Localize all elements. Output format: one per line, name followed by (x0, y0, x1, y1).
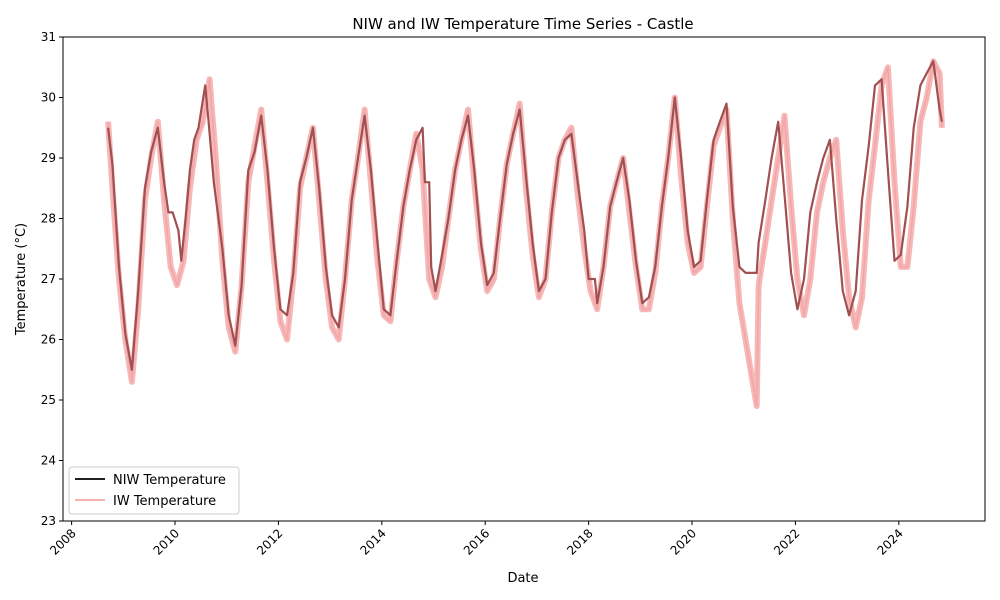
x-tick-label: 2024 (874, 526, 905, 557)
x-axis-ticks: 2008 2010 2012 2014 2016 2018 2020 2022 2024 (47, 521, 906, 558)
legend-box (68, 466, 240, 515)
x-axis-label: Date (507, 571, 538, 586)
x-tick-label: 2020 (668, 526, 699, 557)
x-tick-label: 2022 (771, 526, 802, 557)
legend: NIW Temperature IW Temperature (68, 466, 240, 515)
x-tick-label: 2014 (357, 526, 388, 557)
y-tick-label: 24 (41, 454, 56, 468)
plot-series (105, 58, 945, 410)
y-tick-label: 26 (41, 333, 56, 347)
y-tick-label: 23 (41, 514, 56, 528)
x-tick-label: 2008 (47, 526, 78, 557)
y-tick-label: 30 (41, 91, 56, 105)
y-axis-label: Temperature (°C) (14, 223, 29, 336)
series-iw-band (105, 58, 945, 410)
x-tick-label: 2016 (461, 526, 492, 557)
y-tick-label: 29 (41, 151, 56, 165)
x-tick-label: 2012 (254, 526, 285, 557)
y-axis-ticks: 23 24 25 26 27 28 29 30 31 (41, 30, 63, 528)
chart-title: NIW and IW Temperature Time Series - Cas… (352, 15, 693, 33)
y-tick-label: 31 (41, 30, 56, 44)
legend-label-iw: IW Temperature (113, 494, 216, 509)
legend-label-niw: NIW Temperature (113, 473, 226, 488)
x-tick-label: 2018 (564, 526, 595, 557)
series-niw (107, 60, 943, 371)
y-tick-label: 27 (41, 272, 56, 286)
y-tick-label: 28 (41, 212, 56, 226)
y-tick-label: 25 (41, 393, 56, 407)
x-tick-label: 2010 (151, 526, 182, 557)
